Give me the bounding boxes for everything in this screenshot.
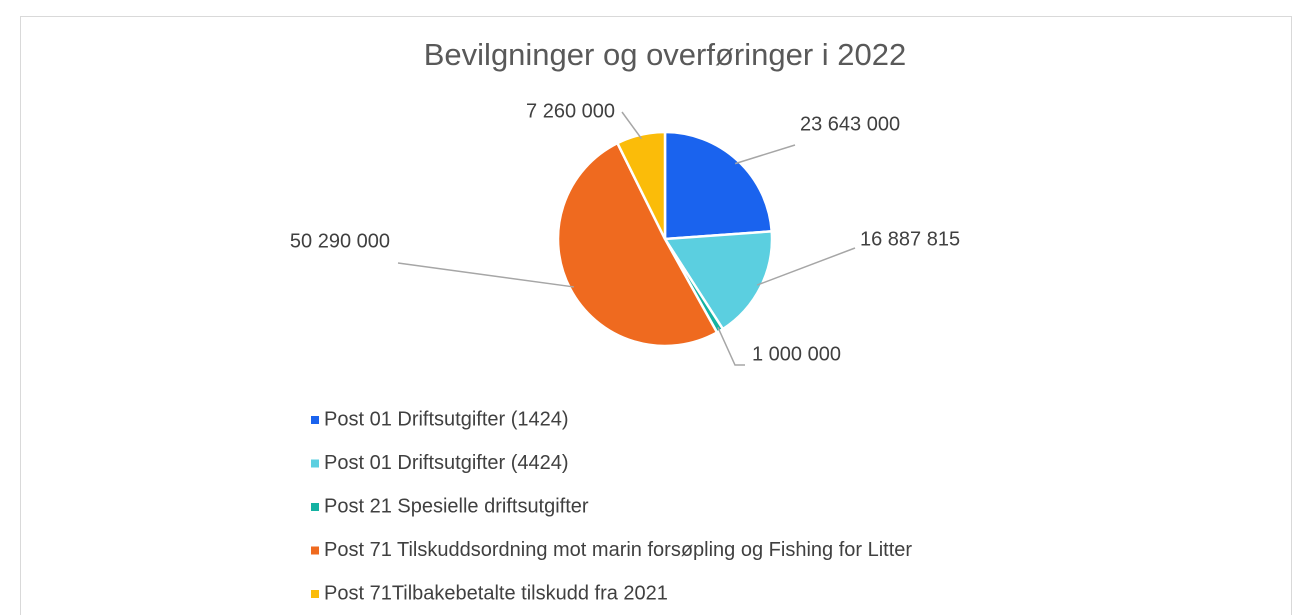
legend-swatch — [311, 546, 319, 555]
leader-line — [756, 247, 856, 286]
data-label: 16 887 815 — [860, 228, 960, 250]
leader-line — [734, 144, 796, 165]
legend-swatch — [311, 416, 319, 424]
legend-swatch — [311, 459, 319, 468]
chart-title: Bevilgninger og overføringer i 2022 — [424, 37, 907, 72]
data-label: 1 000 000 — [752, 343, 841, 365]
leader-line — [397, 262, 574, 288]
leader-line — [621, 111, 643, 140]
data-label: 23 643 000 — [800, 113, 900, 135]
pie-slice — [663, 130, 774, 241]
legend-label: Post 01 Driftsutgifter (4424) — [324, 452, 569, 474]
data-label: 7 260 000 — [526, 100, 615, 122]
leader-line — [717, 327, 745, 366]
pie-slice — [556, 141, 719, 348]
legend-label: Post 71Tilbakebetalte tilskudd fra 2021 — [324, 582, 668, 604]
legend-label: Post 01 Driftsutgifter (1424) — [324, 408, 569, 430]
legend-swatch — [311, 590, 319, 598]
pie-slice — [662, 230, 774, 331]
legend-label: Post 21 Spesielle driftsutgifter — [324, 495, 589, 517]
data-label: 50 290 000 — [290, 230, 390, 252]
legend-label: Post 71 Tilskuddsordning mot marin forsø… — [324, 539, 912, 561]
legend-swatch — [311, 503, 319, 511]
pie-slice — [615, 130, 667, 240]
